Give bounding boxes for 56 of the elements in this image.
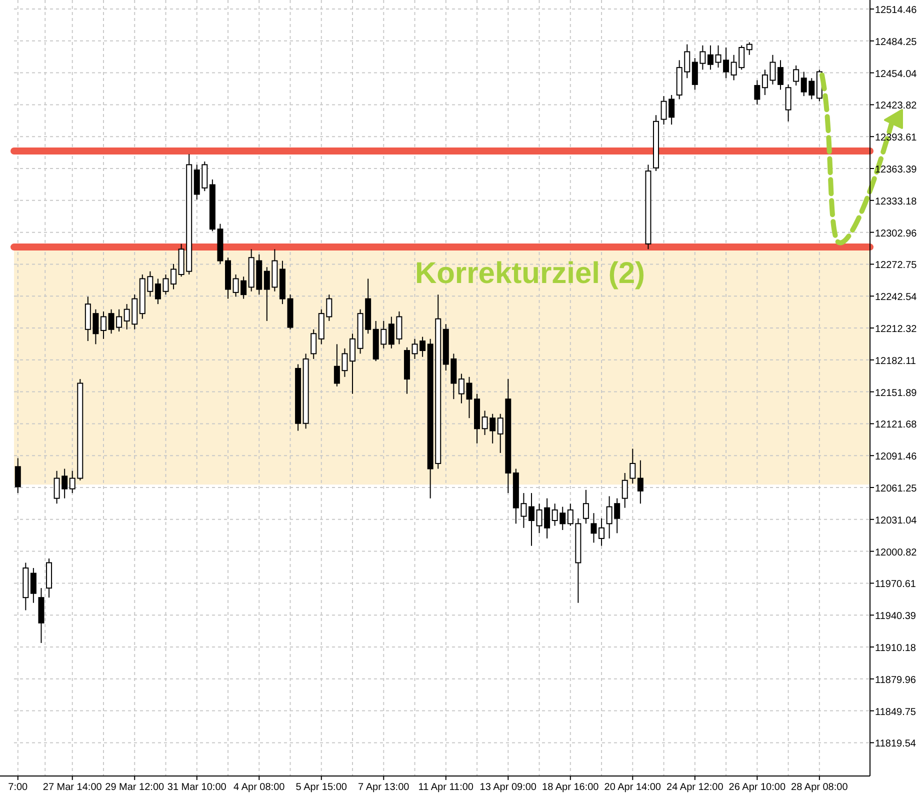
y-tick-label: 12121.68 bbox=[875, 420, 918, 431]
x-tick-label: 27 Mar 14:00 bbox=[42, 782, 102, 793]
x-tick-label: 26 Apr 10:00 bbox=[728, 782, 786, 793]
candlestick bbox=[170, 263, 177, 290]
y-tick-label: 12031.04 bbox=[875, 515, 918, 526]
y-tick-label: 12242.54 bbox=[875, 292, 918, 304]
y-tick-label: 12423.82 bbox=[875, 100, 918, 112]
x-tick-label: 24 Apr 12:00 bbox=[666, 782, 724, 793]
candlestick bbox=[590, 512, 597, 544]
y-tick-label: 12212.32 bbox=[875, 324, 918, 336]
y-tick-label: 12151.89 bbox=[875, 388, 918, 399]
y-tick-label: 12454.04 bbox=[875, 68, 918, 80]
y-tick-label: 11819.54 bbox=[875, 738, 916, 750]
y-tick-label: 12302.96 bbox=[875, 228, 918, 240]
y-tick-label: 11849.75 bbox=[875, 706, 916, 718]
candlestick bbox=[528, 492, 534, 546]
x-tick-label: 31 Mar 10:00 bbox=[167, 782, 227, 793]
y-tick-label: 12182.11 bbox=[875, 356, 916, 367]
candlestick bbox=[598, 518, 605, 546]
y-tick-label: 11940.39 bbox=[875, 611, 916, 622]
candlestick bbox=[754, 80, 760, 106]
candlestick bbox=[637, 460, 644, 504]
y-tick-label: 12000.82 bbox=[875, 547, 918, 558]
x-tick-label: 7:00 bbox=[8, 782, 28, 793]
candlestick bbox=[350, 333, 356, 394]
x-tick-label: 28 Apr 08:00 bbox=[791, 782, 848, 793]
y-tick-label: 12091.46 bbox=[875, 452, 918, 463]
y-tick-label: 11879.96 bbox=[875, 674, 916, 686]
x-tick-label: 11 Apr 11:00 bbox=[418, 782, 474, 793]
candlestick bbox=[778, 60, 784, 90]
y-tick-label: 12333.18 bbox=[875, 196, 918, 208]
candlestick bbox=[100, 310, 106, 340]
y-tick-label: 11910.18 bbox=[875, 643, 916, 654]
candlestick bbox=[30, 568, 36, 604]
band-label: Korrekturziel (2) bbox=[414, 257, 645, 290]
y-tick-label: 12061.25 bbox=[875, 484, 918, 495]
candlestick bbox=[582, 489, 589, 524]
candlestick bbox=[622, 472, 628, 508]
x-tick-label: 29 Mar 12:00 bbox=[105, 782, 165, 793]
candlestick bbox=[707, 44, 714, 70]
y-tick-label: 11970.61 bbox=[875, 579, 916, 590]
candlestick bbox=[310, 328, 317, 360]
x-tick-label: 18 Apr 16:00 bbox=[542, 782, 600, 793]
candlestick bbox=[785, 84, 792, 122]
candlestick bbox=[14, 458, 21, 494]
x-tick-label: 4 Apr 08:00 bbox=[234, 782, 286, 793]
y-tick-label: 12484.25 bbox=[875, 36, 918, 48]
x-tick-label: 20 Apr 14:00 bbox=[604, 782, 662, 793]
candlestick bbox=[793, 64, 800, 86]
x-tick-label: 5 Apr 15:00 bbox=[296, 782, 348, 793]
x-tick-label: 13 Apr 09:00 bbox=[480, 782, 537, 793]
y-tick-label: 12272.75 bbox=[875, 260, 918, 272]
x-tick-label: 7 Apr 13:00 bbox=[358, 782, 410, 793]
y-tick-label: 12514.46 bbox=[875, 5, 918, 16]
candlestick bbox=[630, 448, 636, 484]
candlestick bbox=[746, 42, 752, 56]
